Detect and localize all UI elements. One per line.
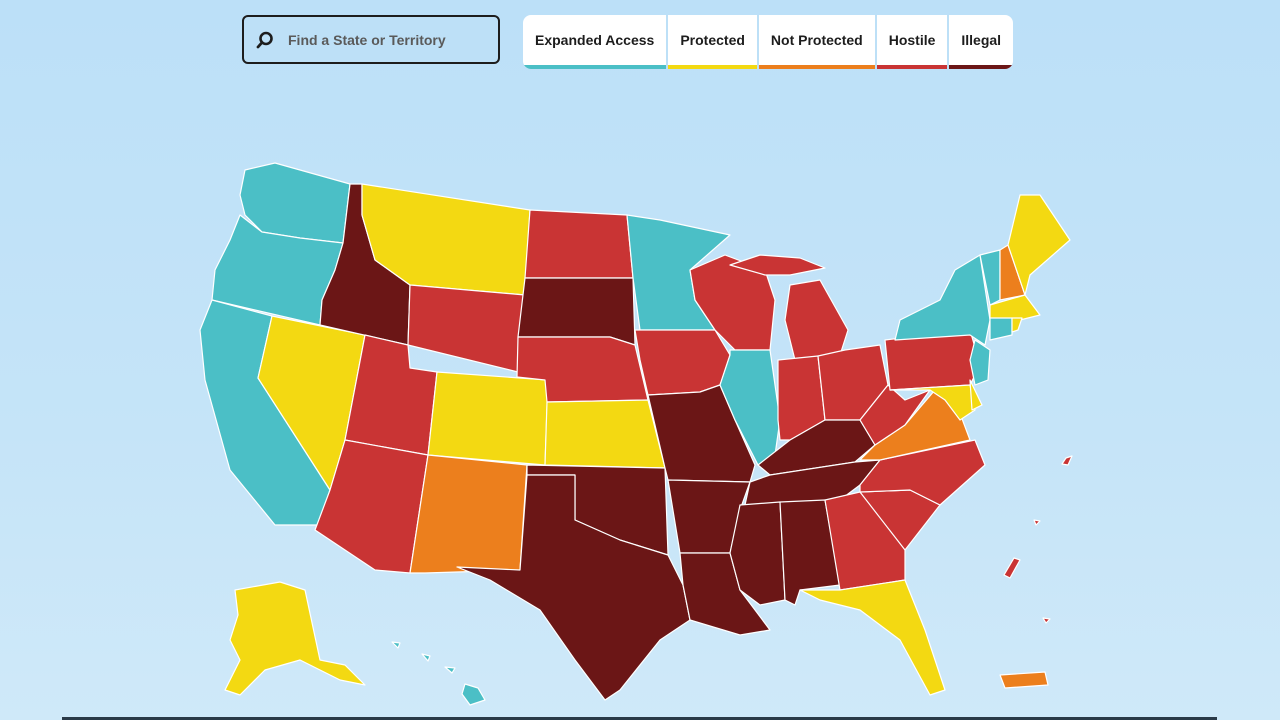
state-as[interactable]	[1003, 557, 1021, 579]
state-mi[interactable]	[784, 279, 849, 361]
state-ga[interactable]	[824, 491, 906, 591]
state-tx[interactable]	[456, 474, 691, 701]
state-fl[interactable]	[799, 579, 946, 696]
state-ky[interactable]	[757, 419, 876, 476]
search-input[interactable]	[286, 30, 480, 49]
legend-label: Hostile	[888, 32, 936, 48]
state-de[interactable]	[969, 379, 983, 411]
state-gu[interactable]	[1061, 455, 1073, 466]
state-ny[interactable]	[894, 254, 991, 346]
state-nj[interactable]	[969, 339, 991, 386]
legend: Expanded Access Protected Not Protected …	[523, 15, 1014, 69]
state-ia[interactable]	[634, 329, 731, 396]
state-vi[interactable]	[1042, 617, 1051, 624]
legend-protected[interactable]: Protected	[668, 15, 757, 69]
state-ks[interactable]	[544, 399, 666, 469]
state-hi[interactable]	[391, 641, 401, 649]
state-pr[interactable]	[999, 671, 1049, 689]
state-hi[interactable]	[421, 653, 431, 662]
legend-label: Protected	[680, 32, 745, 48]
state-co[interactable]	[427, 371, 549, 466]
legend-not-protected[interactable]: Not Protected	[758, 15, 875, 69]
state-wy[interactable]	[407, 284, 526, 373]
state-ma[interactable]	[989, 294, 1041, 321]
legend-label: Not Protected	[770, 32, 863, 48]
search-field[interactable]	[242, 15, 500, 64]
state-nm[interactable]	[409, 454, 528, 574]
state-hi[interactable]	[461, 683, 486, 706]
state-sd[interactable]	[517, 277, 636, 346]
state-ri[interactable]	[1011, 317, 1023, 333]
state-ak[interactable]	[224, 581, 366, 696]
legend-label: Illegal	[961, 32, 1002, 48]
legend-hostile[interactable]: Hostile	[876, 15, 948, 69]
state-mi[interactable]	[729, 254, 826, 276]
state-ct[interactable]	[989, 317, 1013, 341]
legend-illegal[interactable]: Illegal	[949, 15, 1014, 69]
state-hi[interactable]	[444, 666, 456, 674]
state-mo[interactable]	[647, 384, 756, 483]
divider	[62, 717, 1217, 720]
search-icon	[256, 31, 273, 48]
state-mp[interactable]	[1033, 519, 1041, 526]
legend-label: Expanded Access	[535, 32, 655, 48]
legend-expanded-access[interactable]: Expanded Access	[523, 15, 667, 69]
state-nd[interactable]	[524, 209, 634, 279]
